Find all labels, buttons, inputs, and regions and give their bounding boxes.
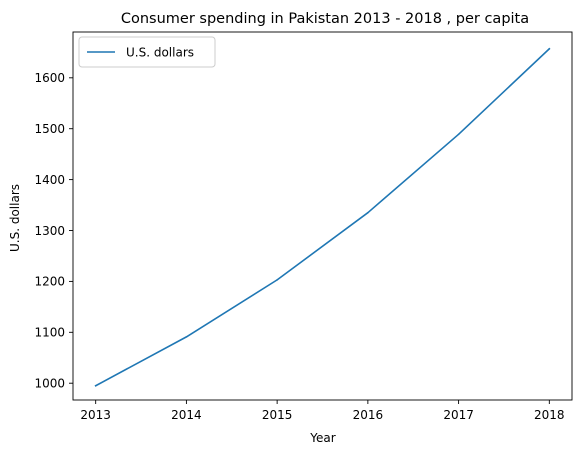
data-point xyxy=(94,384,97,387)
x-tick-label: 2013 xyxy=(80,408,111,422)
y-tick-label: 1100 xyxy=(34,326,65,340)
x-tick-label: 2015 xyxy=(262,408,293,422)
x-tick-label: 2014 xyxy=(171,408,202,422)
legend: U.S. dollars xyxy=(78,36,216,68)
series-line xyxy=(94,47,551,387)
plot-frame xyxy=(72,31,573,401)
series-layer xyxy=(94,47,551,387)
data-point xyxy=(548,47,551,50)
data-point xyxy=(276,279,278,281)
y-tick-label: 1200 xyxy=(34,275,65,289)
y-tick-label: 1600 xyxy=(34,71,65,85)
x-tick-label: 2017 xyxy=(443,408,474,422)
data-point xyxy=(457,133,460,136)
x-tick-label: 2016 xyxy=(353,408,384,422)
x-axis-label: Year xyxy=(309,431,335,445)
legend-frame xyxy=(78,36,216,68)
x-axis-ticks: 2013 2014 2015 2016 2017 2018 xyxy=(80,400,565,422)
y-axis-label: U.S. dollars xyxy=(8,184,22,252)
y-tick-label: 1400 xyxy=(34,173,65,187)
y-tick-label: 1000 xyxy=(34,377,65,391)
y-tick-label: 1300 xyxy=(34,224,65,238)
chart-title: Consumer spending in Pakistan 2013 - 201… xyxy=(121,11,529,27)
x-tick-label: 2018 xyxy=(534,408,565,422)
y-tick-label: 1500 xyxy=(34,122,65,136)
data-point xyxy=(367,211,369,214)
data-point xyxy=(185,336,188,338)
plot-area xyxy=(72,31,573,401)
legend-label: U.S. dollars xyxy=(126,46,194,60)
y-axis-ticks: 1000 1100 1200 1300 1400 1500 1600 xyxy=(34,71,73,391)
